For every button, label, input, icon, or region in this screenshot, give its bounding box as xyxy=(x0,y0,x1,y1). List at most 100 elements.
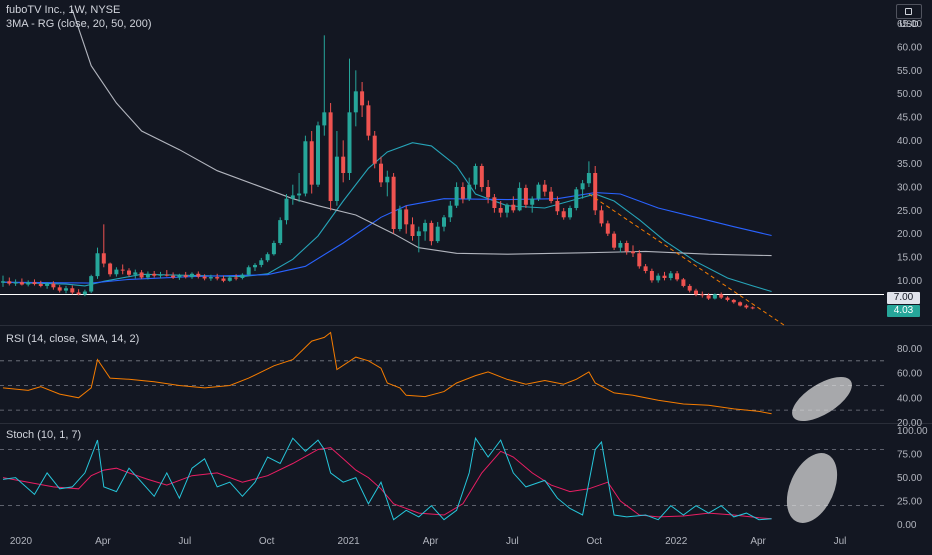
candle xyxy=(253,263,257,271)
time-axis-tick-label: Jul xyxy=(506,536,519,547)
time-axis-tick-label: Apr xyxy=(95,536,111,547)
candle-body xyxy=(19,282,24,285)
candle xyxy=(334,131,339,206)
currency-button[interactable]: USD xyxy=(896,4,922,29)
candle-body xyxy=(334,156,339,201)
candle-body xyxy=(108,263,113,275)
candle-body xyxy=(164,274,169,276)
ma200-line xyxy=(71,9,772,257)
candle xyxy=(479,163,484,192)
rsi-line xyxy=(2,331,772,415)
candle-body xyxy=(662,275,667,278)
candle-body xyxy=(190,273,194,278)
candle xyxy=(706,293,711,300)
candle-body xyxy=(297,193,302,196)
candle-body xyxy=(221,278,226,281)
candle xyxy=(681,278,686,288)
candle-body xyxy=(215,277,220,279)
candle-body xyxy=(738,302,743,306)
candle-body xyxy=(360,91,365,106)
candle xyxy=(322,35,327,136)
candle xyxy=(139,270,144,279)
price-axis-tick-label: 30.00 xyxy=(897,183,922,194)
price-axis-tick-label: 55.00 xyxy=(897,66,922,77)
candle-body xyxy=(171,275,176,278)
time-axis-tick-label: Oct xyxy=(587,536,603,547)
candle xyxy=(649,268,654,283)
stoch-ellipse-annotation xyxy=(786,453,838,523)
price-axis-tick-label: 45.00 xyxy=(897,113,922,124)
candle-body xyxy=(473,166,478,185)
candle xyxy=(265,252,270,263)
candle-body xyxy=(183,275,188,278)
stoch-axis-tick-label: 25.00 xyxy=(897,496,922,507)
candle xyxy=(19,278,24,286)
candle xyxy=(379,156,383,187)
candle-body xyxy=(316,125,320,185)
candle xyxy=(416,226,421,253)
rsi-ellipse-annotation xyxy=(792,376,852,422)
candle xyxy=(423,219,428,241)
candle-body xyxy=(391,176,396,229)
candle xyxy=(45,282,50,289)
price-axis-tick-label: 40.00 xyxy=(897,136,922,147)
candle xyxy=(190,272,194,279)
candle-body xyxy=(51,283,56,288)
candle xyxy=(145,271,150,280)
candle-body xyxy=(492,197,497,208)
candle xyxy=(82,289,87,297)
candle xyxy=(26,280,31,287)
candle xyxy=(542,180,547,197)
currency-check-icon xyxy=(905,8,912,16)
candle-body xyxy=(353,91,358,113)
price-axis-tick-label: 25.00 xyxy=(897,206,922,217)
candle-body xyxy=(687,285,692,291)
candle xyxy=(366,100,371,141)
candle-body xyxy=(561,211,566,218)
candle xyxy=(259,257,264,268)
candle xyxy=(108,262,113,277)
candle xyxy=(662,271,667,281)
price-axis-tick-label: 65.00 xyxy=(897,19,922,30)
candle-body xyxy=(410,224,415,236)
ma-indicator-label: 3MA - RG (close, 20, 50, 200) xyxy=(6,18,152,30)
candle-body xyxy=(347,112,352,173)
candle xyxy=(13,279,18,286)
time-axis-tick-label: 2020 xyxy=(10,536,33,547)
candle xyxy=(114,267,119,277)
candle xyxy=(316,121,320,187)
candle xyxy=(303,135,308,197)
candle xyxy=(700,291,705,298)
candle xyxy=(385,170,390,197)
candle-body xyxy=(599,210,604,224)
candle-body xyxy=(38,284,43,286)
candle xyxy=(221,275,226,283)
candle-body xyxy=(454,187,459,206)
candle xyxy=(586,161,591,187)
candle xyxy=(448,201,453,222)
candle xyxy=(404,205,409,234)
candle xyxy=(208,274,213,281)
candle xyxy=(618,240,623,253)
candle-body xyxy=(26,282,31,285)
candle-body xyxy=(467,184,472,199)
candle xyxy=(38,280,43,288)
candle xyxy=(410,217,415,241)
candle-body xyxy=(246,267,251,275)
rsi-axis-tick-label: 60.00 xyxy=(897,369,922,380)
currency-label: USD xyxy=(899,19,919,29)
candle-body xyxy=(1,281,5,283)
candle-body xyxy=(202,276,207,279)
last-price-label: 4.03 xyxy=(887,305,920,317)
candle xyxy=(442,215,446,232)
candle xyxy=(568,205,572,220)
candle xyxy=(95,247,100,279)
rsi-axis-tick-label: 40.00 xyxy=(897,393,922,404)
candle xyxy=(202,274,207,281)
candle xyxy=(70,285,75,295)
candle-body xyxy=(13,282,18,284)
candle-body xyxy=(675,273,680,280)
candle-body xyxy=(82,291,87,295)
